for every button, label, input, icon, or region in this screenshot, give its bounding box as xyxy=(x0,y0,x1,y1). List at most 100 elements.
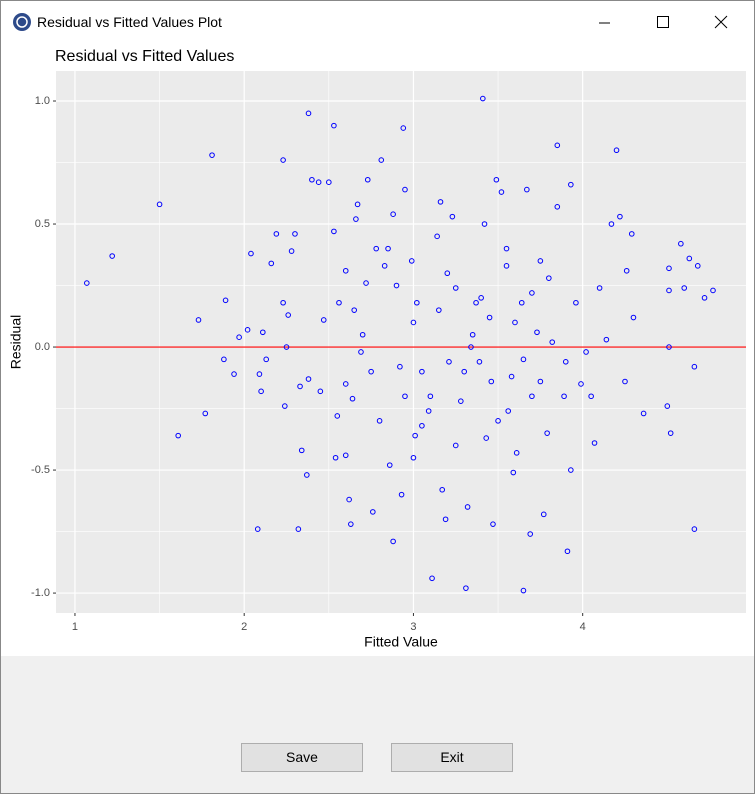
point xyxy=(336,299,342,306)
x-axis-title: Fitted Value xyxy=(364,634,438,650)
point xyxy=(84,280,90,286)
point xyxy=(298,447,305,454)
point xyxy=(364,176,371,183)
point xyxy=(486,314,493,321)
point xyxy=(315,179,322,186)
point xyxy=(622,378,628,385)
point xyxy=(613,147,620,154)
point xyxy=(562,359,569,365)
point xyxy=(256,371,263,377)
point xyxy=(285,312,292,318)
point xyxy=(446,359,452,365)
point xyxy=(326,179,332,186)
point xyxy=(544,430,550,436)
point xyxy=(349,395,356,402)
point xyxy=(221,356,227,363)
point xyxy=(452,442,459,449)
point xyxy=(373,245,380,252)
point xyxy=(476,359,483,365)
point xyxy=(202,410,209,417)
point xyxy=(439,486,446,493)
point xyxy=(397,363,403,370)
point xyxy=(331,122,337,129)
point xyxy=(390,211,396,217)
point xyxy=(666,265,672,272)
point xyxy=(564,548,571,555)
point xyxy=(109,253,115,259)
point xyxy=(236,334,242,341)
point xyxy=(156,201,163,208)
point xyxy=(437,199,444,205)
point xyxy=(385,245,391,252)
save-button[interactable]: Save xyxy=(241,743,363,772)
point xyxy=(681,285,688,291)
point xyxy=(508,373,515,380)
point xyxy=(309,176,315,183)
point xyxy=(666,344,672,350)
point xyxy=(666,287,672,294)
point xyxy=(549,339,556,345)
point xyxy=(608,221,615,227)
point xyxy=(578,381,584,387)
point xyxy=(317,388,324,395)
point xyxy=(331,228,337,235)
point xyxy=(691,363,698,370)
title-icons xyxy=(13,13,728,31)
point xyxy=(280,299,286,306)
point xyxy=(209,152,215,158)
point xyxy=(498,189,505,195)
point xyxy=(444,270,451,277)
app-icon xyxy=(13,13,31,31)
point xyxy=(481,221,488,227)
point xyxy=(478,295,484,301)
point xyxy=(346,496,352,503)
point xyxy=(529,393,535,400)
point xyxy=(354,201,361,208)
point xyxy=(393,282,400,289)
point xyxy=(664,403,671,409)
panel xyxy=(56,71,746,613)
point xyxy=(410,319,417,326)
point xyxy=(260,329,266,336)
point xyxy=(510,469,517,476)
point xyxy=(254,526,261,532)
point xyxy=(376,418,383,424)
point xyxy=(583,349,589,355)
point xyxy=(332,454,339,461)
point xyxy=(295,526,302,532)
point xyxy=(628,231,635,237)
point xyxy=(473,299,479,306)
point xyxy=(304,472,310,478)
point xyxy=(419,422,425,429)
point xyxy=(436,307,442,313)
point xyxy=(640,410,647,417)
point xyxy=(520,356,527,363)
y-tick-label: -1.0 xyxy=(31,587,50,599)
point xyxy=(537,258,544,264)
point xyxy=(386,462,393,468)
point xyxy=(513,450,520,456)
point xyxy=(488,378,495,385)
point xyxy=(623,267,630,274)
point xyxy=(540,511,547,518)
close[interactable] xyxy=(714,15,728,29)
point xyxy=(342,452,349,459)
point xyxy=(273,231,280,237)
x-tick-label: 2 xyxy=(241,621,247,633)
point xyxy=(490,521,496,527)
point xyxy=(358,349,364,355)
point xyxy=(268,260,275,267)
maximize[interactable] xyxy=(657,16,669,28)
app-icon-ring xyxy=(16,16,28,28)
point xyxy=(402,393,408,400)
point xyxy=(529,290,535,296)
point xyxy=(568,467,574,473)
point xyxy=(452,285,459,291)
exit-button[interactable]: Exit xyxy=(391,743,513,772)
point xyxy=(402,186,408,193)
point xyxy=(464,504,471,510)
point xyxy=(398,491,405,498)
point xyxy=(603,336,610,343)
y-tick-label: 0.5 xyxy=(35,218,50,230)
